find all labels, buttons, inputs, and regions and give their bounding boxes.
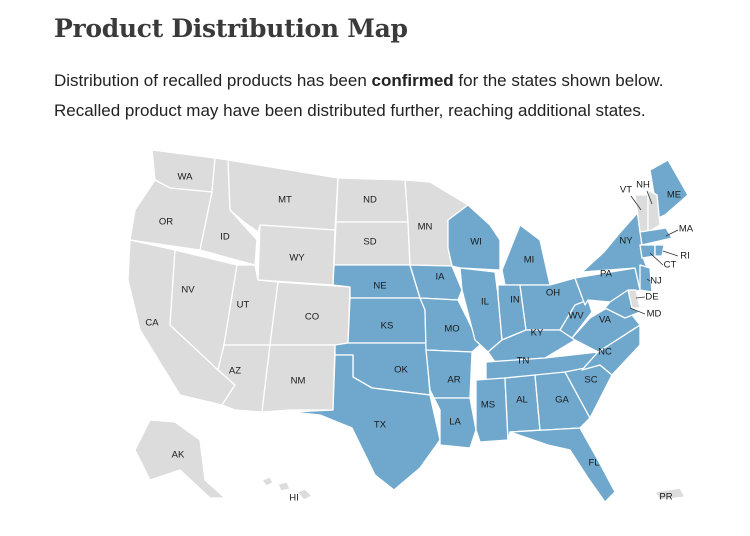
state-label-wy: WY (289, 253, 305, 264)
state-hi-island (296, 488, 313, 501)
state-wv (559, 299, 593, 339)
state-label-wv: WV (568, 311, 584, 322)
state-ma (639, 227, 673, 246)
leader-line-nj (646, 278, 651, 282)
state-label-mi: MI (524, 255, 535, 266)
state-ia (409, 264, 463, 301)
state-label-hi: HI (289, 493, 299, 504)
leader-line-md (629, 307, 646, 315)
leader-line-nh (646, 190, 653, 205)
state-label-va: VA (599, 315, 612, 326)
state-label-id: ID (220, 232, 230, 243)
state-label-pr: PR (659, 492, 672, 503)
state-label-mt: MT (278, 195, 292, 206)
description-line1-end: for the states shown below. (453, 71, 664, 90)
state-label-co: CO (305, 312, 319, 323)
state-label-ut: UT (237, 300, 250, 311)
state-label-ca: CA (145, 318, 159, 329)
state-label-nv: NV (181, 285, 195, 296)
description: Distribution of recalled products has be… (54, 66, 734, 126)
state-label-fl: FL (588, 458, 599, 469)
state-label-vt: VT (620, 185, 632, 196)
description-line2: Recalled product may have been distribut… (54, 101, 646, 120)
leader-line-de (635, 296, 646, 299)
state-label-ma: MA (679, 224, 694, 235)
state-label-oh: OH (546, 288, 560, 299)
state-label-ms: MS (481, 400, 495, 411)
state-label-de: DE (645, 292, 658, 303)
state-label-nh: NH (636, 180, 650, 191)
state-label-ri: RI (680, 251, 690, 262)
state-label-mo: MO (444, 324, 459, 335)
state-label-tn: TN (517, 356, 530, 367)
state-label-wa: WA (178, 172, 194, 183)
state-label-la: LA (449, 417, 461, 428)
state-ak (134, 419, 226, 499)
state-label-ks: KS (381, 321, 394, 332)
state-fl (509, 427, 616, 503)
state-label-sd: SD (363, 237, 376, 248)
leader-line-ma (665, 229, 679, 237)
state-hi-island (277, 481, 291, 492)
state-label-me: ME (667, 190, 681, 201)
state-label-nm: NM (291, 376, 306, 387)
leader-line-ct (649, 252, 664, 266)
state-label-sc: SC (584, 375, 597, 386)
state-ms (475, 377, 509, 443)
state-label-nj: NJ (650, 276, 662, 287)
state-ri (654, 244, 665, 257)
state-label-in: IN (510, 295, 520, 306)
state-label-ne: NE (373, 281, 386, 292)
page-title: Product Distribution Map (54, 14, 408, 43)
state-tx (291, 354, 441, 491)
state-label-ar: AR (447, 375, 460, 386)
state-label-ct: CT (664, 260, 677, 271)
description-emphasis: confirmed (371, 71, 454, 90)
state-label-tx: TX (374, 420, 387, 431)
state-nj (639, 264, 653, 293)
state-pr (654, 487, 686, 501)
state-label-ny: NY (619, 236, 633, 247)
state-mo (419, 297, 481, 353)
state-label-nd: ND (363, 195, 377, 206)
state-label-wi: WI (470, 237, 482, 248)
state-label-al: AL (516, 395, 528, 406)
state-label-nc: NC (598, 347, 612, 358)
state-wi (447, 204, 501, 271)
state-label-or: OR (159, 217, 173, 228)
state-label-ga: GA (555, 395, 569, 406)
state-label-ak: AK (172, 450, 185, 461)
state-la (433, 397, 477, 449)
state-label-ok: OK (394, 365, 408, 376)
state-hi (261, 476, 274, 487)
leader-line-ri (662, 250, 679, 257)
state-label-az: AZ (229, 366, 241, 377)
state-or (129, 179, 213, 251)
state-label-ia: IA (436, 272, 446, 283)
description-line1-start: Distribution of recalled products has be… (54, 71, 372, 90)
leader-line-vt (630, 195, 642, 211)
state-label-ky: KY (531, 328, 544, 339)
state-mi (501, 224, 551, 286)
state-label-mn: MN (418, 222, 433, 233)
state-label-il: IL (481, 297, 489, 308)
state-nm (261, 344, 336, 413)
state-label-pa: PA (600, 269, 613, 280)
state-label-md: MD (647, 309, 662, 320)
